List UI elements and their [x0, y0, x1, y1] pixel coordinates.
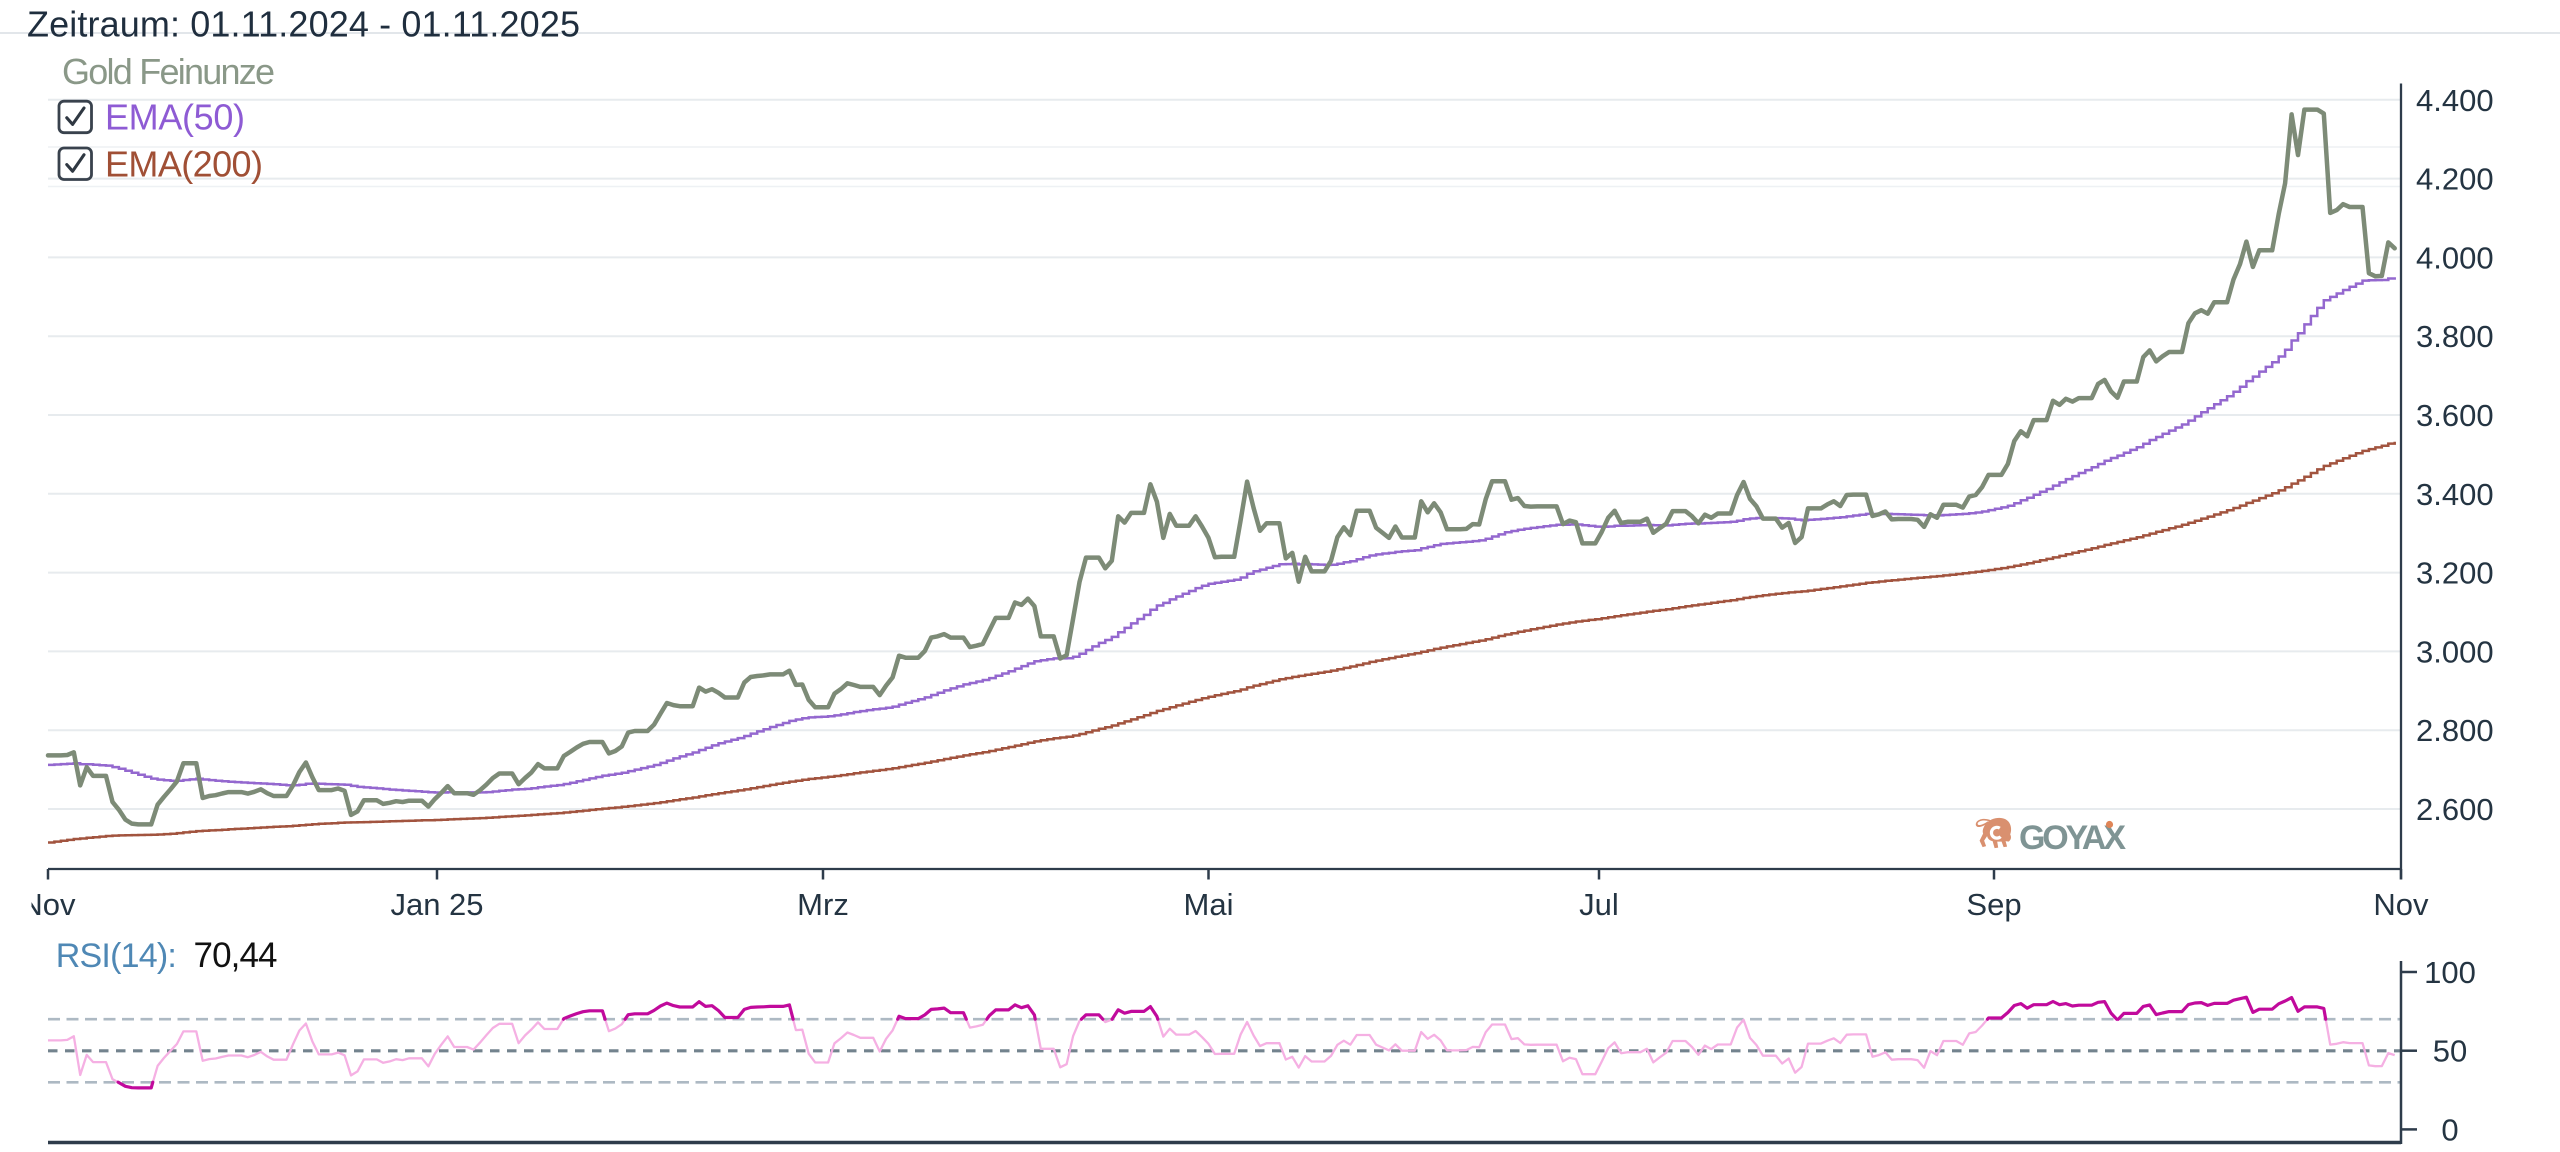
svg-text:2.800: 2.800 — [2416, 713, 2494, 748]
svg-text:Mai: Mai — [1184, 887, 1234, 922]
svg-text:0: 0 — [2441, 1112, 2458, 1147]
svg-text:3.600: 3.600 — [2416, 398, 2494, 433]
svg-text:4.200: 4.200 — [2416, 162, 2494, 197]
svg-text:Gold Feinunze: Gold Feinunze — [62, 51, 275, 92]
svg-text:EMA(50): EMA(50) — [105, 97, 245, 138]
svg-text:Jul: Jul — [1579, 887, 1619, 922]
svg-text:RSI(14):: RSI(14): — [56, 937, 177, 975]
svg-text:50: 50 — [2433, 1034, 2467, 1069]
svg-text:2.600: 2.600 — [2416, 792, 2494, 827]
svg-text:100: 100 — [2424, 955, 2476, 990]
svg-text:Sep: Sep — [1966, 887, 2021, 922]
svg-text:3.400: 3.400 — [2416, 477, 2494, 512]
svg-text:70,44: 70,44 — [194, 936, 278, 975]
svg-text:3.200: 3.200 — [2416, 556, 2494, 591]
svg-text:Jan 25: Jan 25 — [390, 887, 483, 922]
svg-text:Nov: Nov — [20, 887, 76, 922]
svg-text:EMA(200): EMA(200) — [105, 143, 263, 184]
svg-text:Mrz: Mrz — [797, 887, 849, 922]
svg-text:Nov: Nov — [2373, 887, 2429, 922]
svg-text:4.000: 4.000 — [2416, 240, 2494, 275]
svg-text:3.800: 3.800 — [2416, 319, 2494, 354]
svg-text:3.000: 3.000 — [2416, 634, 2494, 669]
svg-text:4.400: 4.400 — [2416, 83, 2494, 118]
svg-text:Zeitraum: 01.11.2024 - 01.11.2: Zeitraum: 01.11.2024 - 01.11.2025 — [27, 4, 580, 45]
